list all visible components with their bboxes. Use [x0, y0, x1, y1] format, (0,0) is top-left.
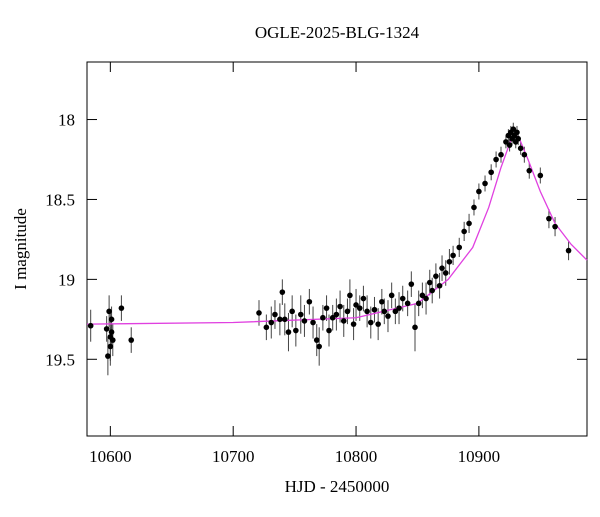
- data-point: [301, 318, 308, 324]
- data-point: [381, 308, 388, 315]
- data-point: [482, 180, 488, 187]
- data-point: [109, 337, 116, 343]
- data-point: [442, 270, 449, 276]
- data-point: [552, 223, 558, 230]
- data-point: [87, 322, 94, 329]
- data-point: [521, 151, 528, 158]
- data-point: [103, 326, 110, 332]
- model-curve: [86, 132, 588, 325]
- data-point: [329, 314, 336, 321]
- data-point: [415, 300, 422, 307]
- data-point: [344, 308, 351, 315]
- data-point: [436, 282, 443, 289]
- data-point: [439, 265, 445, 271]
- data-point: [488, 169, 494, 176]
- data-point: [399, 295, 406, 302]
- data-point: [388, 292, 395, 299]
- data-point: [466, 220, 472, 227]
- data-point: [371, 306, 378, 313]
- x-tick-label: 10900: [458, 447, 501, 466]
- data-point: [396, 305, 402, 311]
- data-point: [289, 308, 295, 315]
- y-tick-label: 18: [58, 111, 75, 130]
- data-point: [537, 172, 544, 179]
- data-point: [471, 204, 477, 211]
- data-point: [514, 129, 520, 136]
- data-point: [118, 305, 125, 311]
- data-point: [517, 145, 524, 152]
- y-tick-label: 18.5: [45, 190, 75, 209]
- data-point: [347, 292, 353, 299]
- data-point: [353, 302, 359, 308]
- data-point: [461, 228, 467, 235]
- data-point: [293, 327, 299, 334]
- data-point: [316, 343, 322, 350]
- data-point: [360, 295, 367, 302]
- data-point: [419, 292, 426, 299]
- data-point: [263, 324, 270, 331]
- data-point: [429, 287, 436, 294]
- data-point: [337, 303, 343, 310]
- data-point: [565, 247, 572, 254]
- data-point: [356, 305, 363, 311]
- data-point: [313, 337, 320, 343]
- data-point: [426, 279, 433, 286]
- data-point: [320, 314, 326, 321]
- data-point: [493, 156, 499, 163]
- data-point: [285, 329, 292, 335]
- data-point: [433, 273, 439, 279]
- y-tick-label: 19: [58, 270, 75, 289]
- data-point: [456, 244, 463, 251]
- data-point: [476, 188, 482, 195]
- data-point: [279, 289, 286, 295]
- y-axis-label: I magnitude: [11, 208, 30, 290]
- data-point: [404, 300, 411, 307]
- data-point: [367, 319, 374, 326]
- data-point: [323, 305, 330, 311]
- data-point: [364, 308, 370, 315]
- data-point: [510, 126, 517, 132]
- data-point: [350, 321, 357, 327]
- data-point: [310, 319, 316, 326]
- data-point: [106, 308, 112, 315]
- data-point: [446, 258, 453, 265]
- data-point: [503, 139, 509, 145]
- data-point: [515, 135, 522, 142]
- data-point: [107, 343, 114, 350]
- data-point: [108, 316, 115, 323]
- data-point: [412, 324, 418, 331]
- data-point: [450, 252, 456, 259]
- data-point: [297, 311, 304, 318]
- data-point: [506, 142, 513, 148]
- data-point: [408, 281, 415, 287]
- chart-title: OGLE-2025-BLG-1324: [255, 23, 420, 42]
- data-point: [272, 311, 278, 318]
- data-point: [108, 329, 115, 335]
- x-tick-label: 10600: [89, 447, 132, 466]
- data-point: [268, 319, 275, 326]
- plot-frame: [86, 61, 588, 437]
- data-point: [392, 308, 399, 315]
- data-point: [379, 298, 385, 305]
- data-point: [385, 313, 391, 319]
- x-tick-label: 10800: [335, 447, 378, 466]
- data-point: [498, 151, 504, 158]
- y-tick-label: 19.5: [45, 350, 75, 369]
- data-point: [281, 316, 288, 323]
- data-point: [526, 167, 533, 174]
- data-point: [256, 310, 262, 316]
- data-point: [423, 295, 429, 302]
- x-tick-label: 10700: [212, 447, 255, 466]
- data-point: [326, 327, 332, 334]
- x-axis-label: HJD - 2450000: [285, 477, 390, 496]
- data-point: [306, 298, 313, 305]
- data-point: [128, 337, 135, 343]
- data-point: [277, 316, 283, 323]
- data-point: [340, 318, 347, 324]
- data-point: [546, 215, 552, 222]
- data-point: [375, 321, 381, 327]
- data-point: [333, 311, 340, 318]
- data-point: [105, 353, 111, 359]
